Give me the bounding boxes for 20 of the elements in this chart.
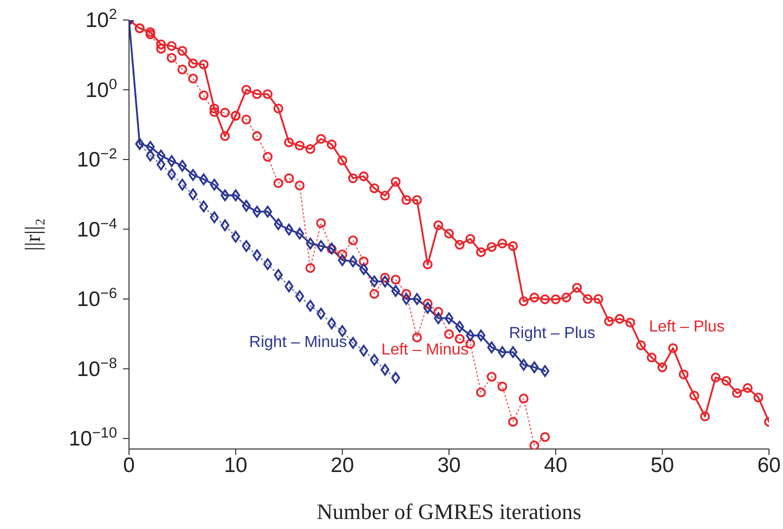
x-tick-label: 40	[544, 454, 568, 477]
x-tick-label: 60	[757, 454, 781, 477]
y-tick-label: 10$^{−10}$	[68, 426, 117, 450]
series-label: Right – Minus	[249, 334, 347, 351]
y-tick-label: 10$^{−2}$	[76, 146, 117, 172]
x-tick-label: 30	[437, 454, 461, 477]
x-tick-label: 0	[123, 454, 135, 477]
y-tick-label: 10$^{−4}$	[76, 216, 117, 242]
y-tick-label: 10$^{−8}$	[76, 356, 117, 381]
x-tick-label: 10	[224, 454, 248, 477]
x-axis-title: Number of GMRES iterations	[316, 499, 582, 524]
series-label: Left – Plus	[649, 318, 725, 336]
y-tick-label: 10$^{2}$	[85, 7, 117, 32]
x-tick-label: 20	[330, 454, 354, 477]
series-label: Right – Plus	[509, 325, 596, 342]
y-axis-title: ||r||₂	[20, 218, 45, 251]
y-tick-label: 10$^{0}$	[85, 76, 117, 102]
x-tick-label: 50	[650, 454, 674, 477]
y-tick-label: 10$^{−6}$	[76, 286, 117, 311]
series-label: Left – Minus	[381, 341, 469, 358]
